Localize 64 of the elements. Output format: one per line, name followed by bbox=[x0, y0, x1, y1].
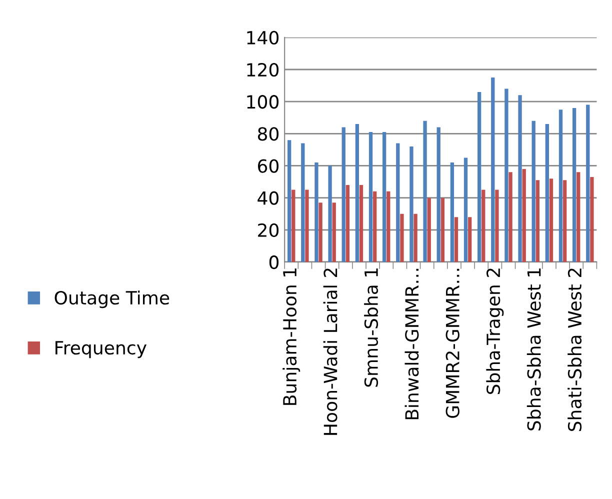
bar bbox=[427, 198, 431, 262]
y-tick-label: 80 bbox=[258, 127, 279, 141]
bar bbox=[454, 217, 458, 262]
x-tick-label: Smnu-Sbha 1 bbox=[364, 268, 378, 387]
bar bbox=[359, 184, 364, 262]
x-tick-label: GMMR2-GMMR… bbox=[446, 268, 460, 418]
bar bbox=[414, 214, 418, 262]
bar bbox=[301, 143, 305, 262]
y-tick-label: 60 bbox=[258, 159, 279, 173]
x-tick-label: Sbha-Sbha West 1 bbox=[526, 268, 541, 430]
legend-label: Outage Time bbox=[54, 290, 170, 308]
bar bbox=[386, 191, 390, 262]
bar bbox=[491, 78, 495, 262]
y-tick-label: 20 bbox=[258, 223, 279, 238]
bar bbox=[332, 202, 336, 262]
y-tick-label: 140 bbox=[247, 30, 279, 45]
bar bbox=[495, 190, 499, 262]
bar bbox=[450, 162, 454, 262]
bar bbox=[576, 172, 580, 262]
bar bbox=[522, 168, 526, 262]
bar bbox=[382, 132, 386, 262]
legend-label: Frequency bbox=[56, 341, 146, 358]
bar bbox=[464, 158, 468, 262]
bar bbox=[346, 184, 350, 262]
bar bbox=[572, 108, 576, 262]
x-tick-label: Bunjam-Hoon 1 bbox=[282, 268, 300, 405]
bar bbox=[440, 198, 445, 262]
bar bbox=[368, 132, 373, 262]
bar bbox=[372, 191, 377, 262]
bar bbox=[508, 172, 512, 262]
bar bbox=[536, 180, 540, 262]
bar bbox=[305, 190, 309, 262]
x-tick-label: Binwald-GMMR… bbox=[404, 268, 419, 420]
bar bbox=[518, 95, 522, 262]
y-tick-label: 120 bbox=[247, 62, 279, 77]
bar bbox=[318, 202, 322, 262]
bar bbox=[532, 120, 536, 262]
bar bbox=[558, 110, 563, 262]
bar bbox=[586, 104, 590, 262]
bar bbox=[410, 146, 414, 262]
bar bbox=[423, 120, 427, 262]
bar bbox=[396, 143, 400, 262]
bar bbox=[400, 214, 404, 262]
bar bbox=[292, 190, 296, 262]
x-tick-label: Hoon-Wadi Larial 2 bbox=[323, 268, 338, 435]
bar bbox=[436, 127, 440, 262]
x-tick-label: Sbha-Tragen 2 bbox=[486, 268, 504, 394]
y-tick-label: 0 bbox=[269, 255, 279, 270]
bar bbox=[549, 178, 554, 262]
x-tick-label: Shati-Sbha West 2 bbox=[568, 268, 582, 432]
bar bbox=[504, 88, 508, 262]
bar bbox=[328, 166, 332, 262]
bar bbox=[562, 180, 567, 262]
bar bbox=[314, 162, 318, 262]
bar bbox=[545, 124, 549, 262]
bar bbox=[482, 190, 486, 262]
bar bbox=[477, 92, 482, 262]
bar bbox=[590, 176, 594, 262]
y-tick-label: 100 bbox=[247, 95, 279, 109]
bar bbox=[468, 217, 472, 262]
bar bbox=[288, 140, 292, 262]
bar bbox=[342, 127, 346, 262]
y-tick-label: 40 bbox=[258, 191, 279, 205]
bar bbox=[355, 124, 360, 262]
